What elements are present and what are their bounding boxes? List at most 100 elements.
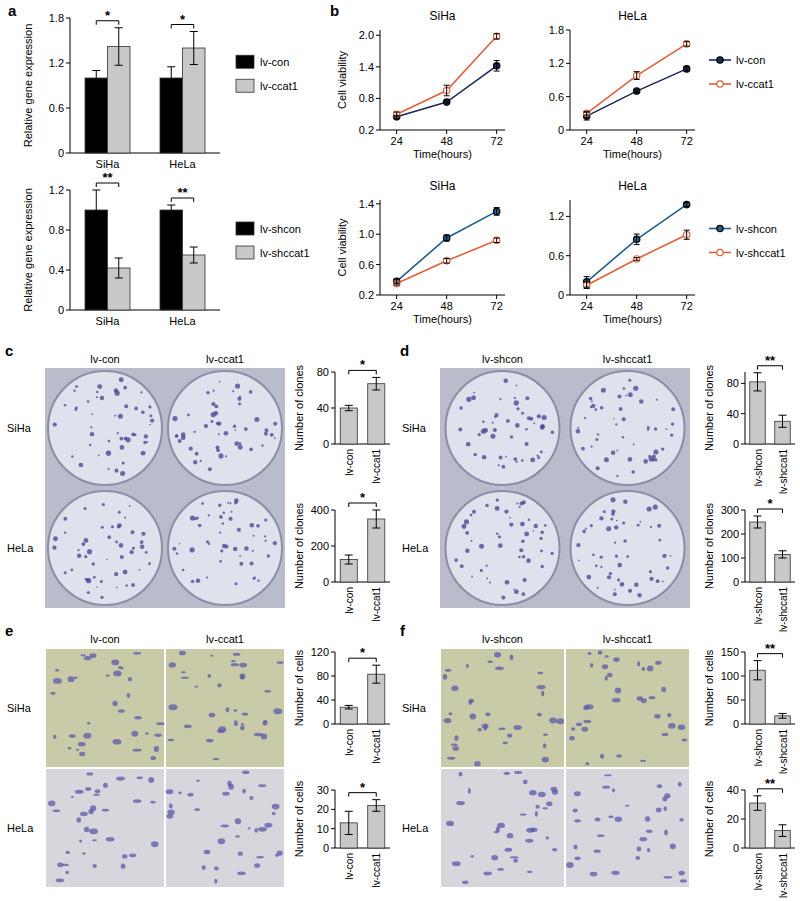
cell <box>196 780 200 782</box>
colony <box>234 498 239 503</box>
colony <box>465 548 470 553</box>
y-tick-label: 1.2 <box>49 184 64 196</box>
colony <box>521 539 525 543</box>
legend-swatch <box>236 79 254 92</box>
y-tick <box>566 96 570 97</box>
colony <box>218 453 223 458</box>
y-tick-label: 0 <box>733 718 739 730</box>
colony <box>190 515 195 520</box>
y-tick <box>741 848 745 849</box>
significance: ** <box>102 170 113 185</box>
error-cap <box>190 247 198 248</box>
cell <box>233 653 241 656</box>
colony <box>584 417 586 419</box>
cell <box>645 816 650 822</box>
error-cap <box>115 258 123 259</box>
y-tick <box>566 130 570 131</box>
y-tick <box>376 35 380 36</box>
colony <box>577 427 579 429</box>
micrograph <box>46 649 164 767</box>
x-tick-label: HeLa <box>169 315 196 327</box>
cell <box>510 654 514 660</box>
cell <box>62 864 69 866</box>
y-tick-label: 0.6 <box>359 259 374 271</box>
colony <box>550 552 553 555</box>
x-tick <box>636 295 637 299</box>
colony <box>634 582 639 587</box>
colony <box>140 391 142 393</box>
x-tick <box>586 295 587 299</box>
y-tick <box>741 819 745 820</box>
legend-label: lv-shcon <box>736 223 777 235</box>
error-cap <box>779 550 787 551</box>
colony <box>77 549 79 551</box>
point <box>633 256 639 262</box>
x-axis <box>570 130 695 131</box>
colony <box>261 444 263 446</box>
colony <box>106 451 108 453</box>
colony <box>139 569 141 571</box>
y-tick <box>376 295 380 296</box>
cell <box>194 808 200 811</box>
y-tick-label: 120 <box>311 646 329 658</box>
y-tick <box>741 790 745 791</box>
colony <box>131 583 135 587</box>
colony <box>637 524 640 527</box>
colony <box>204 424 208 428</box>
y-tick <box>331 809 335 810</box>
colony <box>622 417 626 421</box>
colony <box>70 569 73 572</box>
colony <box>597 433 599 435</box>
x-tick-label: lv-shccat1 <box>778 729 789 774</box>
point <box>493 33 499 39</box>
colony <box>79 463 84 468</box>
cell <box>616 754 622 758</box>
colony <box>617 578 620 581</box>
colony <box>611 512 615 516</box>
error-cap <box>584 288 590 289</box>
colony <box>96 391 98 393</box>
colony <box>516 461 518 463</box>
error-bar <box>636 72 637 80</box>
error-cap <box>494 207 500 208</box>
y-tick-label: 20 <box>727 813 739 825</box>
cell <box>83 733 91 739</box>
y-axis-label: Relative gene expression <box>22 188 34 312</box>
colony <box>501 596 505 600</box>
colony <box>489 581 491 583</box>
cell <box>254 733 263 736</box>
error-bar <box>96 71 97 86</box>
y-tick <box>331 510 335 511</box>
cell <box>542 807 548 809</box>
bar <box>368 384 385 444</box>
y-tick <box>66 153 70 154</box>
y-tick-label: 0 <box>733 576 739 588</box>
colony <box>117 523 122 528</box>
colony <box>98 455 100 457</box>
colony <box>539 537 542 540</box>
x-tick-label: lv-shcon <box>753 729 764 766</box>
panel-label: c <box>5 342 13 359</box>
x-axis <box>380 130 505 131</box>
colony <box>610 517 613 520</box>
colony <box>603 510 606 513</box>
colony <box>140 544 144 548</box>
error-cap <box>394 282 400 283</box>
colony <box>496 532 499 535</box>
error-cap <box>684 202 690 203</box>
y-tick <box>66 18 70 19</box>
colony <box>623 539 627 543</box>
cell <box>640 760 646 762</box>
plot-marks <box>750 670 791 724</box>
cell <box>585 762 589 766</box>
cell <box>542 757 549 763</box>
plot-marks <box>85 210 205 310</box>
colony <box>617 563 622 568</box>
y-tick-label: 1.2 <box>549 210 564 222</box>
cell <box>154 746 159 752</box>
y-tick <box>741 444 745 445</box>
cell <box>597 835 605 837</box>
colony <box>661 447 664 450</box>
error-cap <box>684 230 690 231</box>
cell <box>611 871 619 875</box>
